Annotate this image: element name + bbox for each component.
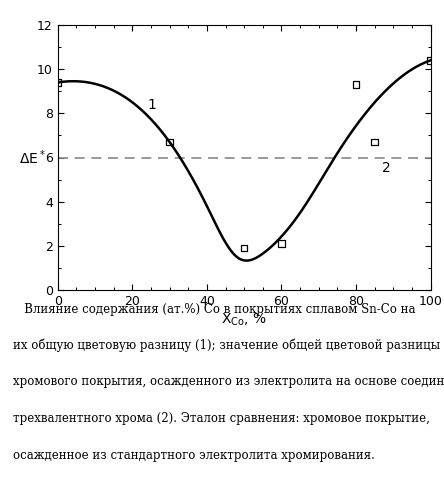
Text: трехвалентного хрома (2). Эталон сравнения: хромовое покрытие,: трехвалентного хрома (2). Эталон сравнен…: [13, 412, 430, 425]
Point: [427, 56, 434, 64]
Text: хромового покрытия, осажденного из электролита на основе соединений: хромового покрытия, осажденного из элект…: [13, 376, 444, 388]
Point: [166, 138, 173, 146]
Text: 2: 2: [382, 161, 391, 175]
Point: [353, 80, 360, 88]
Text: их общую цветовую разницу (1); значение общей цветовой разницы ΔE: их общую цветовую разницу (1); значение …: [13, 339, 444, 352]
Point: [241, 244, 248, 252]
Point: [278, 240, 285, 248]
Point: [371, 138, 378, 146]
Text: осажденное из стандартного электролита хромирования.: осажденное из стандартного электролита х…: [13, 448, 375, 462]
X-axis label: $\mathregular{X_{Co}}$, %: $\mathregular{X_{Co}}$, %: [221, 312, 267, 328]
Y-axis label: $\mathregular{\Delta E^*}$: $\mathregular{\Delta E^*}$: [20, 148, 46, 167]
Text: Влияние содержания (ат.%) Co в покрытиях сплавом Sn-Co на: Влияние содержания (ат.%) Co в покрытиях…: [13, 302, 416, 316]
Text: 1: 1: [147, 98, 156, 112]
Point: [54, 78, 61, 86]
